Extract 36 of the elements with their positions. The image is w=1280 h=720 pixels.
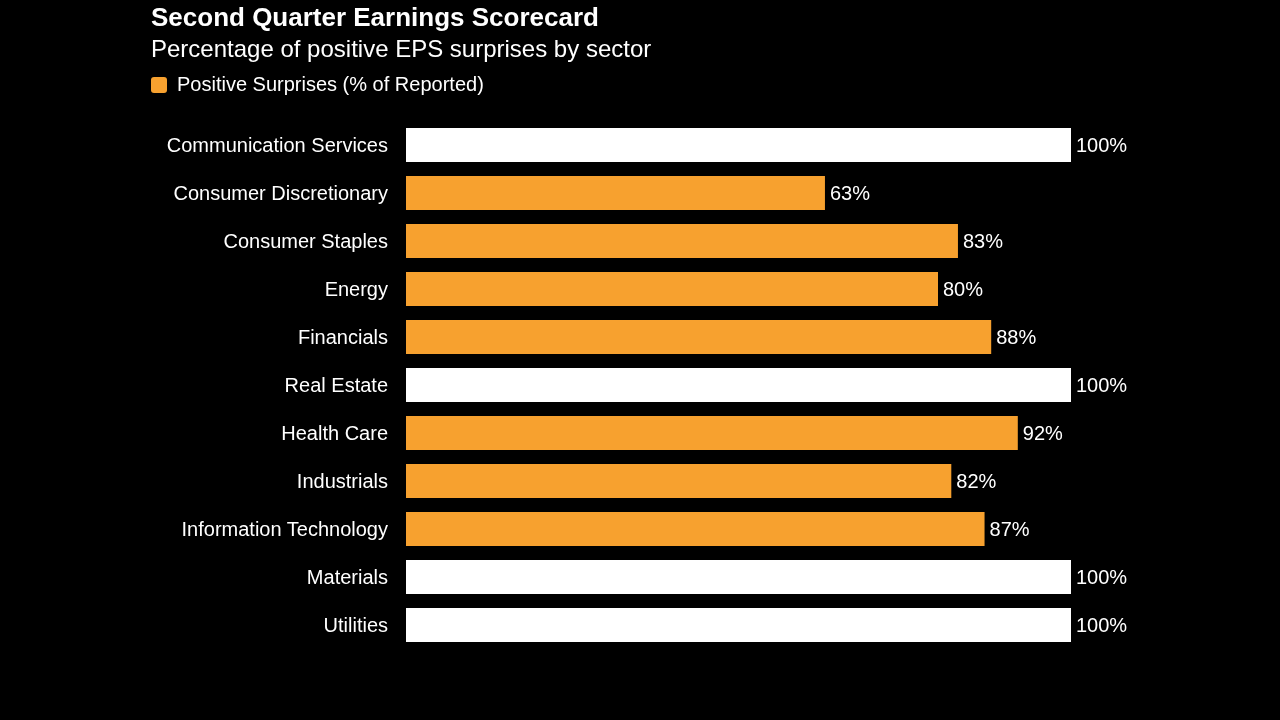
data-label: 82%	[956, 470, 997, 493]
bar	[406, 416, 1018, 450]
bar	[406, 320, 992, 354]
chart-subtitle: Percentage of positive EPS surprises by sector	[151, 35, 653, 63]
bar	[406, 224, 958, 258]
y-tick-label: Real Estate	[284, 374, 388, 397]
bar	[406, 464, 952, 498]
bar	[406, 272, 938, 306]
bar	[406, 128, 1071, 162]
y-tick-label: Financials	[297, 326, 388, 349]
y-tick-label: Consumer Discretionary	[173, 182, 388, 205]
chart-title: Second Quarter Earnings Scorecard	[151, 2, 600, 33]
bar	[406, 368, 1071, 402]
data-label: 87%	[989, 518, 1030, 541]
data-label: 100%	[1076, 566, 1128, 589]
data-label: 88%	[996, 326, 1037, 349]
data-label: 100%	[1076, 374, 1128, 397]
y-tick-label: Health Care	[281, 422, 388, 445]
y-tick-label: Energy	[324, 278, 388, 301]
bar	[406, 512, 985, 546]
y-tick-label: Materials	[306, 566, 388, 589]
y-tick-label: Communication Services	[166, 134, 388, 157]
data-label: 80%	[943, 278, 984, 301]
legend-label: Positive Surprises (% of Reported)	[177, 73, 484, 96]
bar	[406, 560, 1071, 594]
data-label: 92%	[1022, 422, 1064, 445]
data-label: 100%	[1076, 614, 1128, 637]
data-label: 83%	[962, 230, 1004, 253]
bar	[406, 608, 1071, 642]
y-tick-label: Consumer Staples	[223, 230, 388, 253]
data-label: 63%	[829, 182, 871, 205]
bar	[406, 176, 825, 210]
y-tick-label: Utilities	[323, 614, 388, 637]
y-tick-label: Information Technology	[181, 518, 388, 541]
y-tick-label: Industrials	[296, 470, 388, 493]
data-label: 100%	[1076, 134, 1128, 157]
